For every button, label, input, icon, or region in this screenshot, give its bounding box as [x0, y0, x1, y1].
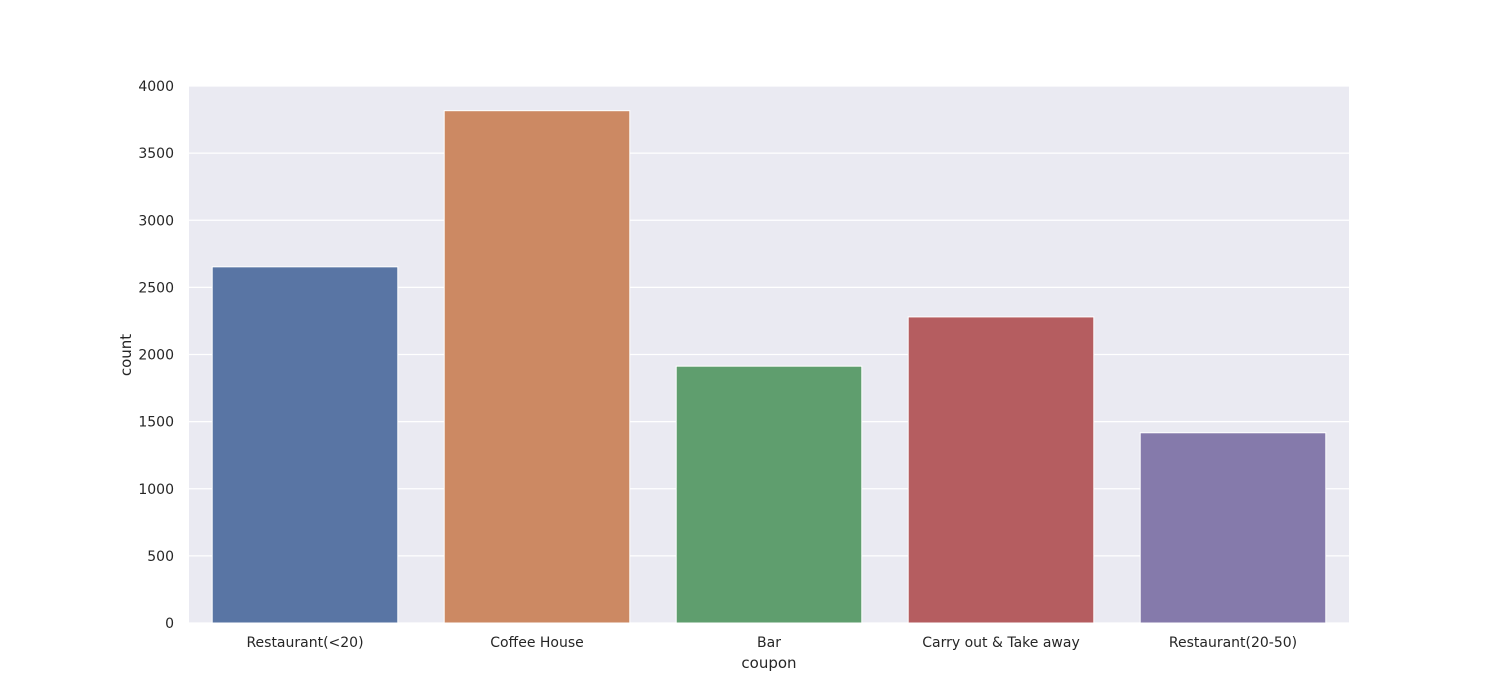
x-axis-ticks: Restaurant(<20) Coffee House Bar Carry out … — [246, 635, 1297, 651]
bar-4 — [1139, 432, 1327, 624]
y-tick-label: 1000 — [138, 482, 174, 498]
y-tick-label: 2000 — [138, 348, 174, 364]
x-tick-label: Restaurant(<20) — [246, 635, 363, 651]
x-tick-label: Bar — [757, 635, 781, 651]
y-axis-ticks: 0 500 1000 1500 2000 2500 3000 3500 4000 — [138, 79, 174, 632]
bar-3 — [907, 316, 1095, 624]
y-tick-label: 2500 — [138, 280, 174, 296]
x-tick-label: Carry out & Take away — [922, 635, 1079, 651]
x-axis-label: coupon — [741, 654, 796, 672]
y-tick-label: 3500 — [138, 146, 174, 162]
bar-1 — [443, 110, 631, 624]
y-tick-label: 1500 — [138, 415, 174, 431]
y-tick-label: 0 — [165, 616, 174, 632]
y-tick-label: 3000 — [138, 213, 174, 229]
x-tick-label: Restaurant(20-50) — [1169, 635, 1297, 651]
y-axis-label: count — [117, 334, 135, 376]
y-tick-label: 500 — [147, 549, 174, 565]
bars — [211, 110, 1327, 624]
bar-0 — [211, 266, 399, 624]
bar-2 — [675, 365, 863, 624]
x-tick-label: Coffee House — [490, 635, 584, 651]
y-tick-label: 4000 — [138, 79, 174, 95]
